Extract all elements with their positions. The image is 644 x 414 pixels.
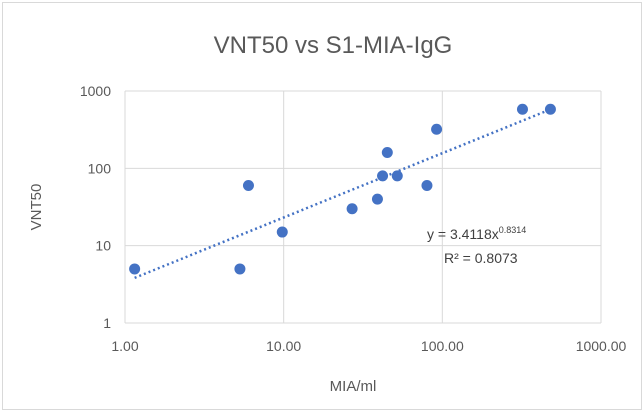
y-tick-label: 10	[95, 238, 111, 254]
chart-area: VNT50 vs S1-MIA-IgG 1 10 100 1000 1.00 10.00 1…	[2, 2, 642, 410]
r-squared-label: R² = 0.8073	[444, 250, 518, 266]
data-point	[421, 179, 433, 191]
data-point	[242, 179, 254, 191]
data-point	[234, 263, 246, 275]
x-tick-label: 100.00	[421, 338, 464, 354]
y-tick-label: 1	[103, 315, 111, 331]
data-points	[129, 103, 556, 275]
y-axis-label: VNT50	[28, 184, 45, 231]
data-point	[371, 193, 383, 205]
x-tick-label: 1000.00	[576, 338, 627, 354]
data-point	[391, 170, 403, 182]
y-tick-label: 1000	[80, 83, 111, 99]
data-point	[431, 123, 443, 135]
y-tick-label: 100	[88, 160, 112, 176]
x-tick-label: 10.00	[266, 338, 301, 354]
gridlines	[124, 90, 602, 324]
x-axis-label: MIA/ml	[330, 378, 377, 395]
data-point	[129, 263, 141, 275]
data-point	[381, 147, 393, 159]
chart-title: VNT50 vs S1-MIA-IgG	[214, 32, 453, 59]
data-point	[377, 170, 389, 182]
tick-labels: 1 10 100 1000 1.00 10.00 100.00 1000.00	[80, 83, 627, 354]
data-point	[346, 203, 358, 215]
x-tick-label: 1.00	[111, 338, 138, 354]
data-point	[276, 226, 288, 238]
data-point	[516, 103, 528, 115]
trendline-equation: y = 3.4118x0.8314	[427, 225, 526, 242]
data-point	[544, 103, 556, 115]
